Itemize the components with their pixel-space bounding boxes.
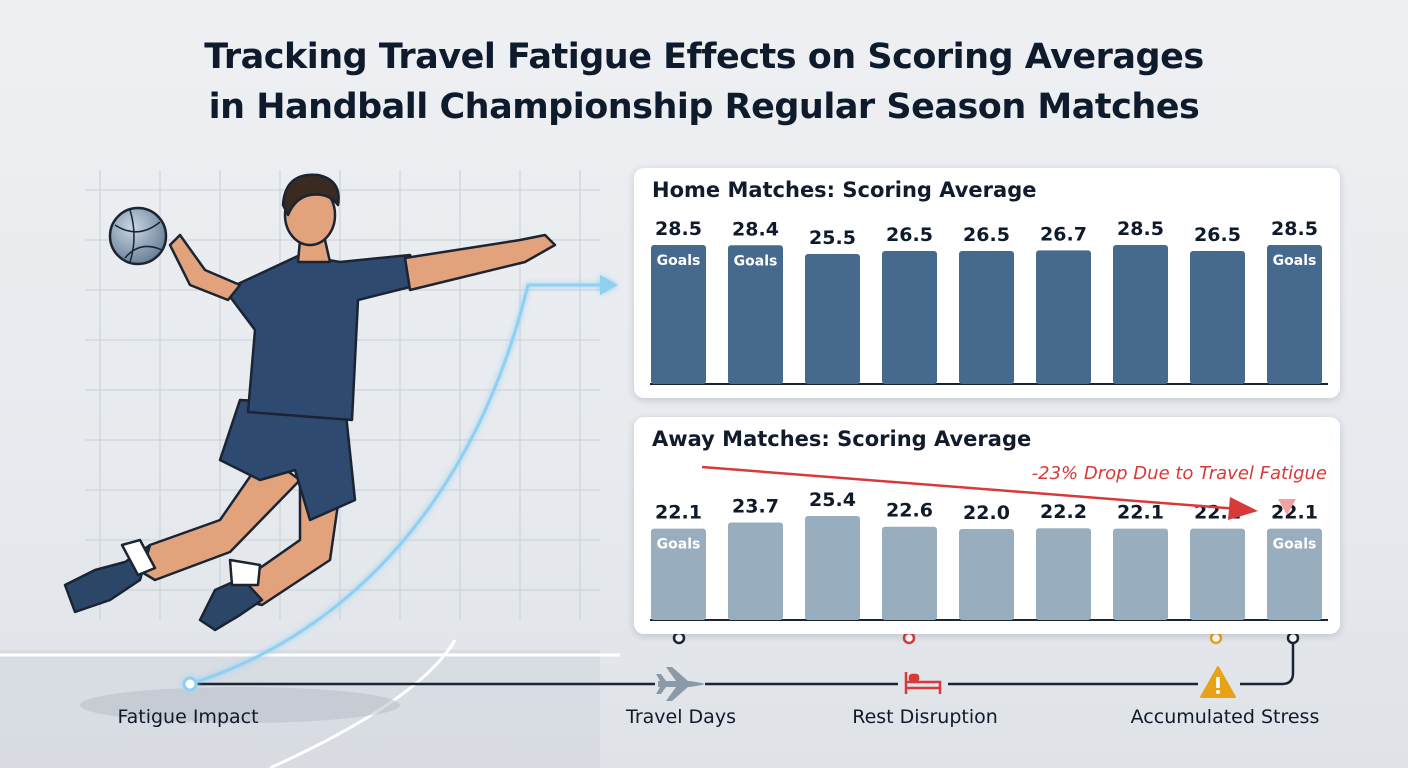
bar — [728, 522, 783, 620]
unit-label: Goals — [1273, 537, 1317, 553]
unit-label: Goals — [657, 253, 701, 269]
data-label: 22.1 — [1271, 502, 1318, 524]
home-chart-title: Home Matches: Scoring Average — [652, 178, 1037, 202]
data-label: 25.4 — [809, 489, 856, 511]
bar — [959, 251, 1014, 384]
data-label: 28.4 — [732, 218, 779, 240]
handball-icon — [108, 206, 168, 266]
unit-label: Goals — [657, 537, 701, 553]
bar — [805, 254, 860, 384]
timeline-label-fatigue-impact: Fatigue Impact — [117, 706, 259, 728]
connector-node — [1209, 631, 1223, 645]
home-matches-panel: Home Matches: Scoring Average 28.5 Goals 2… — [634, 168, 1340, 398]
bar — [1190, 528, 1245, 620]
bar — [1113, 528, 1168, 620]
title-line-2: in Handball Championship Regular Season … — [208, 87, 1200, 127]
data-label: 22.0 — [963, 502, 1010, 524]
bar — [1036, 250, 1091, 384]
chart-title: Tracking Travel Fatigue Effects on Scori… — [0, 32, 1408, 132]
unit-label: Goals — [1273, 253, 1317, 269]
handball-player-illustration — [63, 173, 557, 632]
connector-node — [1286, 631, 1300, 645]
trend-arrow — [701, 465, 1240, 511]
data-label: 22.2 — [1040, 501, 1087, 523]
bar — [882, 251, 937, 384]
data-label: 28.5 — [655, 218, 702, 240]
data-label: 22.1 — [655, 502, 702, 524]
bar — [959, 529, 1014, 620]
bar — [651, 245, 706, 384]
bar — [1113, 245, 1168, 384]
warning-icon — [1200, 666, 1236, 698]
away-matches-panel: Away Matches: Scoring Average 22.1 Goals 2… — [634, 417, 1340, 634]
drop-marker-icon — [1278, 499, 1296, 515]
drop-annotation: -23% Drop Due to Travel Fatigue — [1032, 463, 1327, 484]
timeline-label-accumulated-stress: Accumulated Stress — [1130, 706, 1320, 728]
title-line-1: Tracking Travel Fatigue Effects on Scori… — [204, 37, 1204, 77]
trajectory-line — [189, 275, 618, 686]
data-label: 26.5 — [886, 224, 933, 246]
data-label: 22.6 — [886, 500, 933, 522]
data-label: 26.5 — [1194, 224, 1241, 246]
timeline-label-travel-days: Travel Days — [626, 706, 736, 728]
trend-arrowhead — [1228, 497, 1258, 520]
home-bar-chart: 28.5 Goals 28.4 Goals 25.5 26.5 26.5 26.7 28.5 26… — [650, 218, 1328, 385]
bar — [1190, 251, 1245, 384]
bar — [1267, 528, 1322, 620]
bar — [1267, 245, 1322, 384]
data-label: 28.5 — [1271, 218, 1318, 240]
glow-dot-icon — [182, 676, 198, 692]
data-label: 25.5 — [809, 227, 856, 249]
timeline-label-rest-disruption: Rest Disruption — [852, 706, 998, 728]
bar — [882, 526, 937, 620]
airplane-icon — [656, 667, 704, 701]
unit-label: Goals — [734, 253, 778, 269]
away-chart-title: Away Matches: Scoring Average — [652, 427, 1032, 451]
data-label: 28.5 — [1117, 218, 1164, 240]
bar — [651, 528, 706, 620]
connector-node — [672, 631, 686, 645]
player-shadow — [80, 687, 400, 723]
bar — [1036, 528, 1091, 620]
data-label: 26.5 — [963, 224, 1010, 246]
data-label: 23.7 — [732, 496, 779, 518]
data-label: 26.7 — [1040, 223, 1087, 245]
bar — [805, 516, 860, 620]
bar — [728, 245, 783, 384]
bed-icon — [904, 672, 942, 694]
data-label: 22.1 — [1117, 502, 1164, 524]
connector-node — [902, 631, 916, 645]
